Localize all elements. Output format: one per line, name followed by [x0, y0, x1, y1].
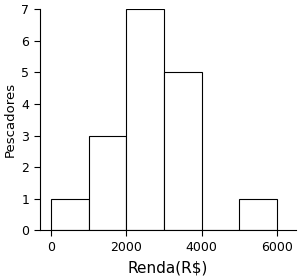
Bar [239, 199, 277, 230]
Bar [51, 199, 89, 230]
Y-axis label: Pescadores: Pescadores [4, 82, 17, 157]
Bar [126, 9, 164, 230]
X-axis label: Renda(R$): Renda(R$) [128, 261, 208, 276]
Bar [164, 73, 202, 230]
Bar [89, 136, 126, 230]
